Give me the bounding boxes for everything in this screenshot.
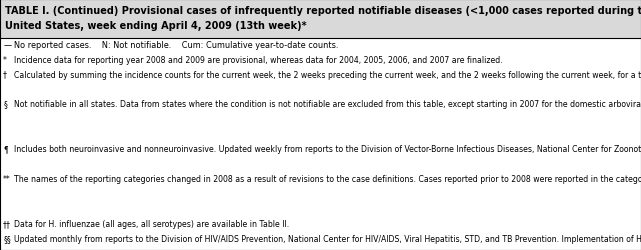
Text: ††: †† (3, 219, 11, 228)
Text: *: * (3, 55, 7, 64)
FancyBboxPatch shape (0, 0, 641, 39)
Text: §: § (3, 100, 7, 109)
Text: ¶: ¶ (3, 144, 8, 154)
Text: TABLE I. (Continued) Provisional cases of infrequently reported notifiable disea: TABLE I. (Continued) Provisional cases o… (5, 6, 641, 16)
Text: The names of the reporting categories changed in 2008 as a result of revisions t: The names of the reporting categories ch… (14, 174, 641, 183)
Text: **: ** (3, 174, 11, 183)
Text: Updated monthly from reports to the Division of HIV/AIDS Prevention, National Ce: Updated monthly from reports to the Divi… (14, 234, 641, 243)
Text: †: † (3, 70, 7, 79)
Text: —: — (3, 40, 12, 50)
Text: §§: §§ (3, 234, 11, 243)
Text: Incidence data for reporting year 2008 and 2009 are provisional, whereas data fo: Incidence data for reporting year 2008 a… (14, 55, 503, 64)
Text: Data for H. influenzae (all ages, all serotypes) are available in Table II.: Data for H. influenzae (all ages, all se… (14, 219, 289, 228)
Text: Calculated by summing the incidence counts for the current week, the 2 weeks pre: Calculated by summing the incidence coun… (14, 70, 641, 79)
Text: No reported cases.    N: Not notifiable.    Cum: Cumulative year-to-date counts.: No reported cases. N: Not notifiable. Cu… (14, 40, 338, 50)
Text: Not notifiable in all states. Data from states where the condition is not notifi: Not notifiable in all states. Data from … (14, 100, 641, 109)
Text: United States, week ending April 4, 2009 (13th week)*: United States, week ending April 4, 2009… (5, 20, 307, 30)
Text: Includes both neuroinvasive and nonneuroinvasive. Updated weekly from reports to: Includes both neuroinvasive and nonneuro… (14, 144, 641, 154)
